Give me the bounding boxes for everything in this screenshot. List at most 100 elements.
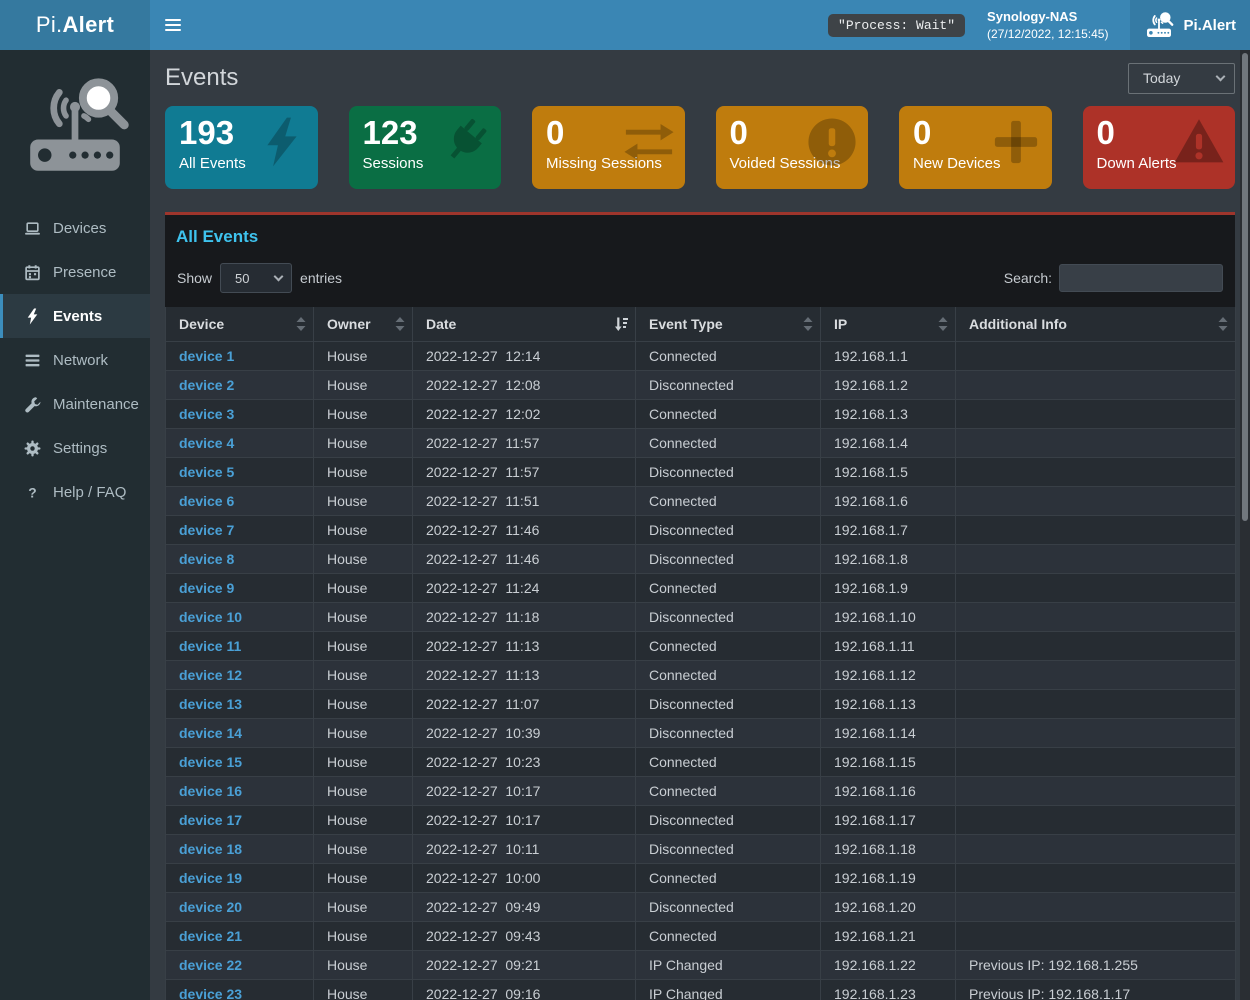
sidebar-toggle-button[interactable]	[150, 0, 196, 50]
card-new-devices[interactable]: 0 New Devices	[899, 106, 1052, 189]
device-link[interactable]: device 16	[179, 782, 243, 799]
date-cell: 2022-12-27 10:17	[412, 776, 636, 806]
scrollbar-thumb[interactable]	[1242, 53, 1248, 521]
event-type-cell: Connected	[635, 573, 821, 603]
device-link[interactable]: device 14	[179, 724, 243, 741]
owner-cell: House	[313, 747, 413, 777]
column-header-additional-info[interactable]: Additional Info	[955, 307, 1236, 342]
date-cell: 2022-12-27 12:08	[412, 370, 636, 400]
sidebar-item-label: Devices	[53, 219, 107, 237]
device-link[interactable]: device 4	[179, 434, 235, 451]
table-row: device 7 House 2022-12-27 11:46 Disconne…	[165, 515, 1236, 545]
sidebar-item-settings[interactable]: Settings	[0, 426, 150, 470]
sidebar-item-help-faq[interactable]: ? Help / FAQ	[0, 470, 150, 514]
sidebar-item-events[interactable]: Events	[0, 294, 150, 338]
device-link[interactable]: device 15	[179, 753, 243, 770]
brand-prefix: Pi.	[35, 12, 63, 37]
table-row: device 10 House 2022-12-27 11:18 Disconn…	[165, 602, 1236, 632]
sidebar-item-label: Network	[53, 351, 109, 369]
period-select[interactable]: Today	[1128, 62, 1235, 94]
device-link[interactable]: device 6	[179, 492, 235, 509]
additional-info-cell	[955, 544, 1236, 574]
ip-cell: 192.168.1.16	[820, 776, 956, 806]
card-all-events[interactable]: 193 All Events	[165, 106, 318, 189]
additional-info-cell	[955, 602, 1236, 632]
device-link[interactable]: device 17	[179, 811, 243, 828]
device-link[interactable]: device 10	[179, 608, 243, 625]
card-label: Sessions	[362, 154, 424, 172]
owner-cell: House	[313, 718, 413, 748]
app-logo[interactable]: Pi. Alert	[0, 0, 150, 50]
table-row: device 22 House 2022-12-27 09:21 IP Chan…	[165, 950, 1236, 980]
sidebar-item-presence[interactable]: Presence	[0, 250, 150, 294]
owner-cell: House	[313, 515, 413, 545]
device-link[interactable]: device 13	[179, 695, 243, 712]
date-cell: 2022-12-27 10:11	[412, 834, 636, 864]
sidebar-item-maintenance[interactable]: Maintenance	[0, 382, 150, 426]
column-header-owner[interactable]: Owner	[313, 307, 413, 342]
device-link[interactable]: device 1	[179, 347, 235, 364]
event-type-cell: Connected	[635, 341, 821, 371]
table-row: device 18 House 2022-12-27 10:11 Disconn…	[165, 834, 1236, 864]
device-link[interactable]: device 7	[179, 521, 235, 538]
card-value: 0	[546, 114, 565, 151]
column-header-date[interactable]: Date	[412, 307, 636, 342]
device-link[interactable]: device 20	[179, 898, 243, 915]
network-icon	[23, 351, 41, 369]
table-row: device 9 House 2022-12-27 11:24 Connecte…	[165, 573, 1236, 603]
hamburger-icon	[165, 19, 181, 21]
column-header-ip[interactable]: IP	[820, 307, 956, 342]
header-brand-link[interactable]: Pi.Alert	[1130, 0, 1250, 50]
device-link[interactable]: device 21	[179, 927, 243, 944]
device-link[interactable]: device 19	[179, 869, 243, 886]
gear-icon	[23, 439, 41, 457]
date-cell: 2022-12-27 11:13	[412, 631, 636, 661]
column-header-event-type[interactable]: Event Type	[635, 307, 821, 342]
device-link[interactable]: device 5	[179, 463, 235, 480]
page-length-select[interactable]: 50	[220, 263, 293, 293]
column-header-device[interactable]: Device	[165, 307, 314, 342]
device-link[interactable]: device 8	[179, 550, 235, 567]
date-cell: 2022-12-27 11:46	[412, 515, 636, 545]
vertical-scrollbar[interactable]	[1240, 50, 1250, 1000]
owner-cell: House	[313, 602, 413, 632]
device-link[interactable]: device 2	[179, 376, 235, 393]
host-name: Synology-NAS	[987, 9, 1078, 25]
card-value: 0	[729, 114, 748, 151]
sidebar-menu: Devices Presence Events Network Maintena…	[0, 206, 150, 514]
top-navbar: "Process: Wait" Synology-NAS (27/12/2022…	[150, 0, 1250, 50]
sidebar-item-network[interactable]: Network	[0, 338, 150, 382]
card-voided-sessions[interactable]: 0 Voided Sessions	[715, 106, 868, 189]
device-link[interactable]: device 9	[179, 579, 235, 596]
device-link[interactable]: device 22	[179, 956, 243, 973]
ip-cell: 192.168.1.6	[820, 486, 956, 516]
device-link[interactable]: device 18	[179, 840, 243, 857]
card-label: New Devices	[913, 154, 1001, 172]
additional-info-cell: Previous IP: 192.168.1.17	[955, 979, 1236, 1000]
card-down-alerts[interactable]: 0 Down Alerts	[1082, 106, 1235, 189]
card-sessions[interactable]: 123 Sessions	[348, 106, 501, 189]
plug-icon	[439, 116, 491, 168]
date-cell: 2022-12-27 12:14	[412, 341, 636, 371]
event-type-cell: Connected	[635, 399, 821, 429]
owner-cell: House	[313, 428, 413, 458]
sidebar-item-devices[interactable]: Devices	[0, 206, 150, 250]
ip-cell: 192.168.1.4	[820, 428, 956, 458]
table-row: device 20 House 2022-12-27 09:49 Disconn…	[165, 892, 1236, 922]
device-link[interactable]: device 12	[179, 666, 243, 683]
card-value: 0	[1096, 114, 1115, 151]
date-cell: 2022-12-27 11:57	[412, 457, 636, 487]
device-link[interactable]: device 11	[179, 637, 242, 654]
device-link[interactable]: device 23	[179, 985, 243, 1000]
table-row: device 17 House 2022-12-27 10:17 Disconn…	[165, 805, 1236, 835]
date-cell: 2022-12-27 09:16	[412, 979, 636, 1000]
ip-cell: 192.168.1.1	[820, 341, 956, 371]
summary-cards: 193 All Events 123 Sessions 0 Missing Se…	[165, 106, 1235, 189]
device-link[interactable]: device 3	[179, 405, 235, 422]
card-missing-sessions[interactable]: 0 Missing Sessions	[532, 106, 685, 189]
search-input[interactable]	[1059, 264, 1223, 292]
date-cell: 2022-12-27 11:07	[412, 689, 636, 719]
table-row: device 12 House 2022-12-27 11:13 Connect…	[165, 660, 1236, 690]
ip-cell: 192.168.1.14	[820, 718, 956, 748]
sidebar-item-label: Maintenance	[53, 395, 139, 413]
